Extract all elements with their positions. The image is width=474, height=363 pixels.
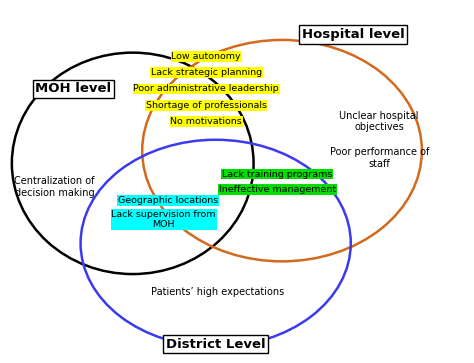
Text: MOH level: MOH level bbox=[36, 82, 111, 95]
Text: Poor administrative leadership: Poor administrative leadership bbox=[133, 85, 279, 93]
Text: Unclear hospital
objectives: Unclear hospital objectives bbox=[339, 111, 419, 132]
Text: District Level: District Level bbox=[166, 338, 265, 351]
Text: Centralization of
decision making: Centralization of decision making bbox=[14, 176, 95, 198]
Text: Shortage of professionals: Shortage of professionals bbox=[146, 101, 267, 110]
Text: Lack training programs: Lack training programs bbox=[222, 170, 332, 179]
Text: Geographic locations: Geographic locations bbox=[118, 196, 219, 205]
Text: No motivations: No motivations bbox=[170, 117, 242, 126]
Text: Hospital level: Hospital level bbox=[302, 28, 404, 41]
Text: Low autonomy: Low autonomy bbox=[172, 52, 241, 61]
Text: Lack strategic planning: Lack strategic planning bbox=[151, 68, 262, 77]
Text: Patients’ high expectations: Patients’ high expectations bbox=[151, 287, 285, 297]
Text: Lack supervision from
MOH: Lack supervision from MOH bbox=[111, 210, 216, 229]
Text: Ineffective management: Ineffective management bbox=[219, 185, 336, 194]
Text: Poor performance of
staff: Poor performance of staff bbox=[329, 147, 429, 169]
